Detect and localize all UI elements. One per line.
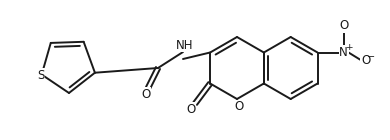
- Text: S: S: [37, 69, 44, 82]
- Text: −: −: [367, 52, 376, 61]
- Text: +: +: [345, 43, 352, 52]
- Text: O: O: [234, 101, 244, 114]
- Text: O: O: [142, 88, 151, 101]
- Text: O: O: [361, 54, 370, 67]
- Text: N: N: [339, 46, 348, 59]
- Text: O: O: [186, 103, 196, 116]
- Text: NH: NH: [176, 38, 194, 52]
- Text: O: O: [339, 19, 348, 32]
